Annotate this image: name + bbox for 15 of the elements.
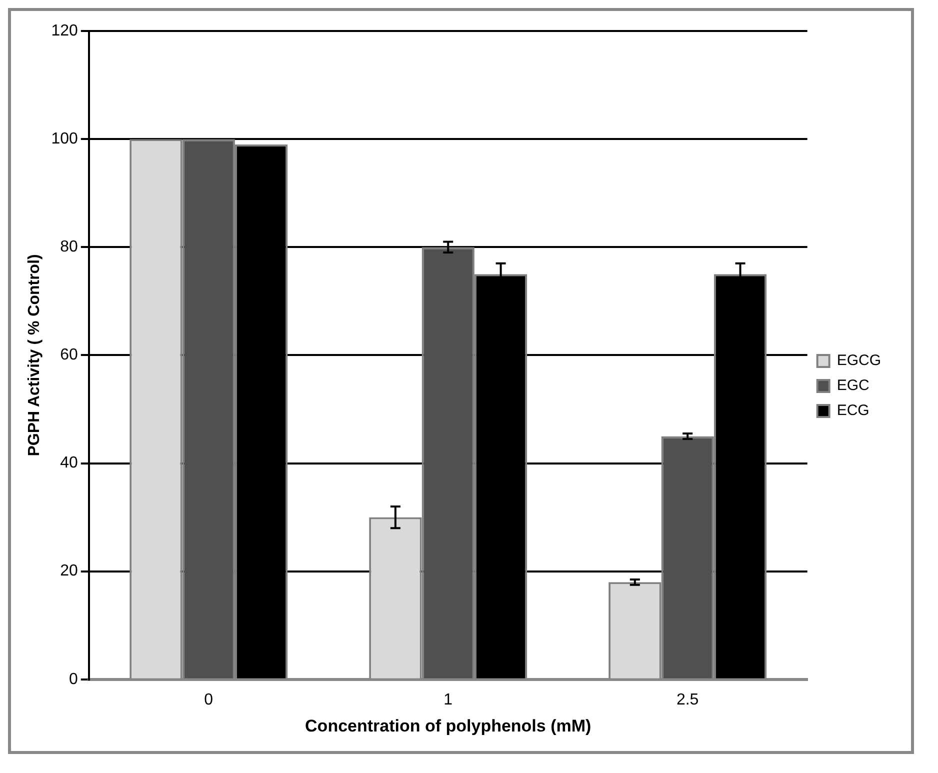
y-tick-label: 80 [60,238,78,256]
x-tick-label: 1 [444,691,453,708]
y-tick-label: 100 [51,130,78,148]
legend-label: EGCG [836,352,882,370]
y-tick-label: 20 [60,562,78,580]
x-tick-label: 2.5 [676,691,699,708]
legend-label: ECG [836,402,870,420]
y-axis-title: PGPH Activity ( % Control) [26,254,44,456]
legend-label: EGC [836,377,870,394]
x-axis-title: Concentration of polyphenols (mM) [305,716,592,736]
x-tick-label: 0 [204,691,214,708]
y-tick-label: 40 [60,454,78,472]
y-tick-label: 60 [60,346,78,364]
y-tick-label: 0 [68,670,78,688]
y-tick-label: 120 [51,22,78,40]
